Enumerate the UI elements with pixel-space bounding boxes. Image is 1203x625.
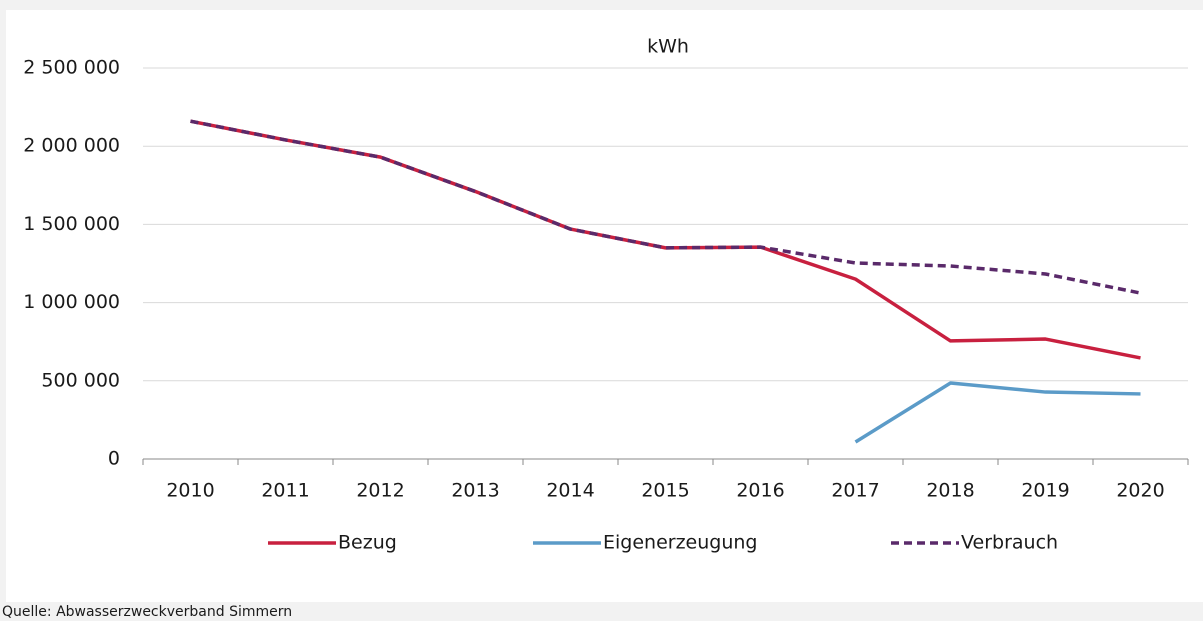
- background: [6, 10, 1203, 602]
- x-tick-label: 2013: [451, 480, 499, 502]
- y-tick-label: 1 000 000: [23, 291, 120, 313]
- x-tick-label: 2018: [926, 480, 974, 502]
- y-tick-label: 0: [108, 448, 120, 470]
- legend-label: Verbrauch: [961, 532, 1058, 554]
- legend-label: Bezug: [338, 532, 397, 554]
- x-tick-label: 2014: [546, 480, 594, 502]
- series-line: [190, 119, 1141, 295]
- x-tick-label: 2016: [736, 480, 784, 502]
- y-tick-label: 1 500 000: [23, 213, 120, 235]
- x-tick-label: 2015: [641, 480, 689, 502]
- y-tick-label: 500 000: [41, 369, 120, 391]
- x-tick-label: 2017: [831, 480, 879, 502]
- y-tick-label: 2 500 000: [23, 57, 120, 79]
- x-tick-label: 2011: [261, 480, 309, 502]
- x-tick-label: 2020: [1116, 480, 1164, 502]
- series-line: [854, 381, 1141, 444]
- legend-label: Eigenerzeugung: [603, 532, 758, 554]
- x-tick-label: 2010: [166, 480, 214, 502]
- y-tick-label: 2 000 000: [23, 135, 120, 157]
- x-tick-label: 2019: [1021, 480, 1069, 502]
- x-tick-label: 2012: [356, 480, 404, 502]
- source: Quelle: Abwasserzweckverband Simmern: [2, 604, 292, 620]
- chart-title: kWh: [647, 36, 689, 58]
